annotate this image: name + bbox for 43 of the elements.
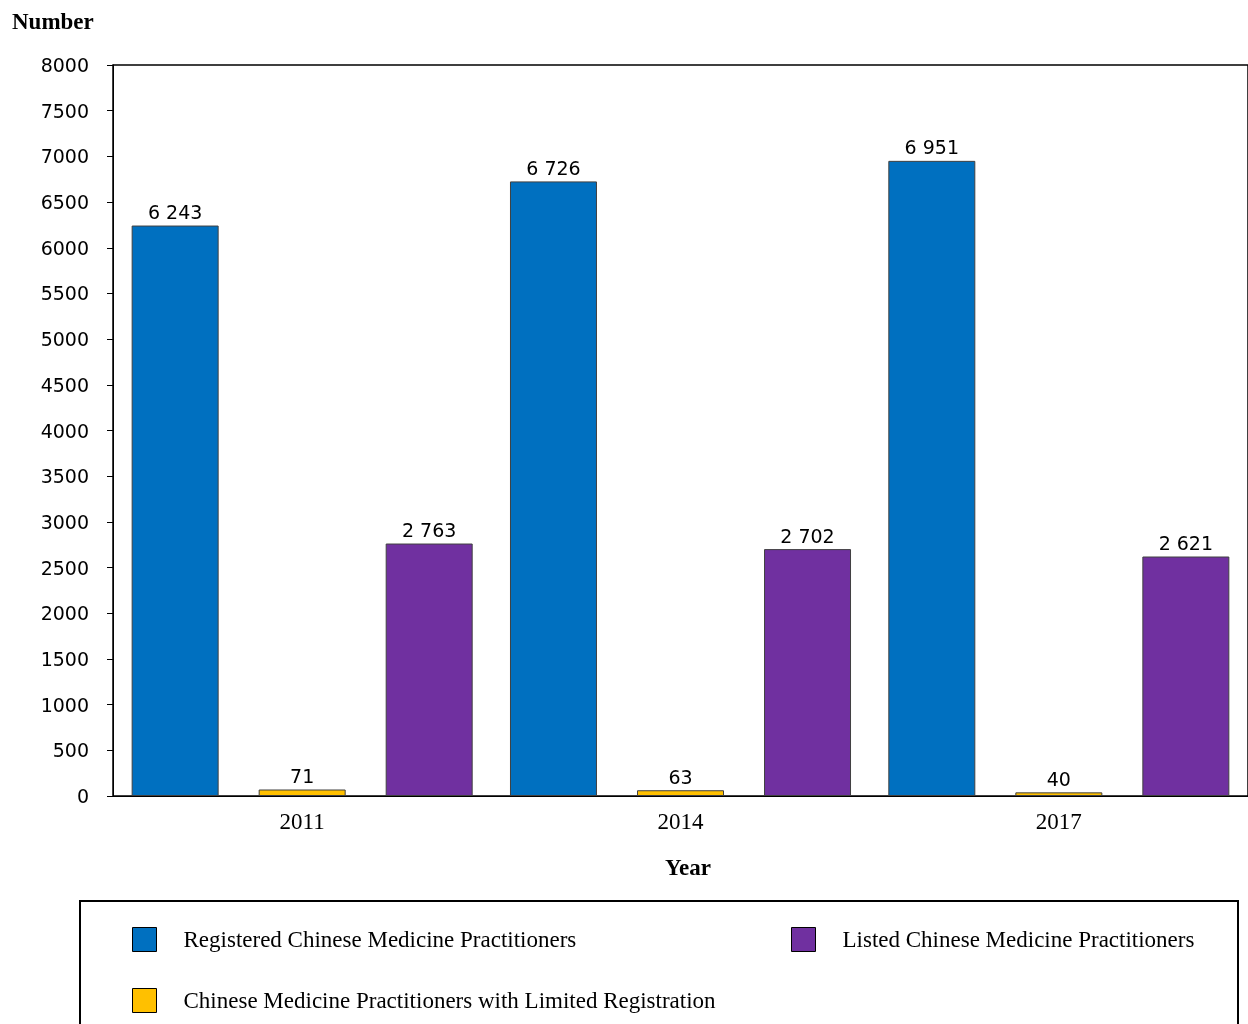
y-tick-label: 1000 xyxy=(40,693,89,716)
y-tick-label: 2000 xyxy=(40,602,89,625)
legend-label: Listed Chinese Medicine Practitioners xyxy=(842,927,1195,952)
y-axis-title: Number xyxy=(12,9,94,34)
data-label: 6 726 xyxy=(526,156,581,179)
y-tick-label: 3500 xyxy=(40,465,89,488)
y-tick-label: 6000 xyxy=(40,236,89,259)
y-tick-label: 500 xyxy=(52,739,89,762)
data-label: 6 243 xyxy=(147,201,203,224)
data-label: 2 702 xyxy=(780,524,835,547)
x-tick-label: 2011 xyxy=(279,809,325,834)
data-label: 6 951 xyxy=(904,136,960,159)
y-tick-label: 1500 xyxy=(40,647,89,670)
bar xyxy=(1015,792,1103,796)
data-label: 71 xyxy=(290,765,315,788)
data-label: 2 621 xyxy=(1158,532,1214,555)
bar xyxy=(1142,556,1230,796)
y-tick-label: 3000 xyxy=(40,510,89,533)
data-label: 2 763 xyxy=(401,519,457,542)
bar xyxy=(258,789,346,796)
data-label: 40 xyxy=(1046,767,1071,790)
legend-label: Chinese Medicine Practitioners with Limited Registration xyxy=(183,988,717,1013)
y-tick-label: 4500 xyxy=(40,373,89,396)
y-tick-label: 7500 xyxy=(40,99,89,122)
legend-label: Registered Chinese Medicine Practitioners xyxy=(183,927,577,952)
bar xyxy=(509,181,597,796)
bar xyxy=(888,160,976,796)
bar xyxy=(764,549,852,796)
y-tick-label: 4000 xyxy=(40,419,89,442)
y-tick-label: 7000 xyxy=(40,145,89,168)
y-tick-label: 5000 xyxy=(40,328,89,351)
data-label: 63 xyxy=(668,765,693,788)
x-tick-label: 2017 xyxy=(1035,809,1082,834)
bar xyxy=(637,790,724,796)
x-axis-title: Year xyxy=(665,855,711,880)
y-tick-label: 2500 xyxy=(40,556,89,579)
bar xyxy=(385,543,473,796)
x-tick-label: 2014 xyxy=(657,809,704,834)
y-tick-label: 6500 xyxy=(40,191,89,214)
y-tick-label: 8000 xyxy=(40,54,89,76)
bar xyxy=(131,225,219,796)
y-tick-label: 0 xyxy=(76,785,89,807)
y-tick-label: 5500 xyxy=(40,282,89,305)
